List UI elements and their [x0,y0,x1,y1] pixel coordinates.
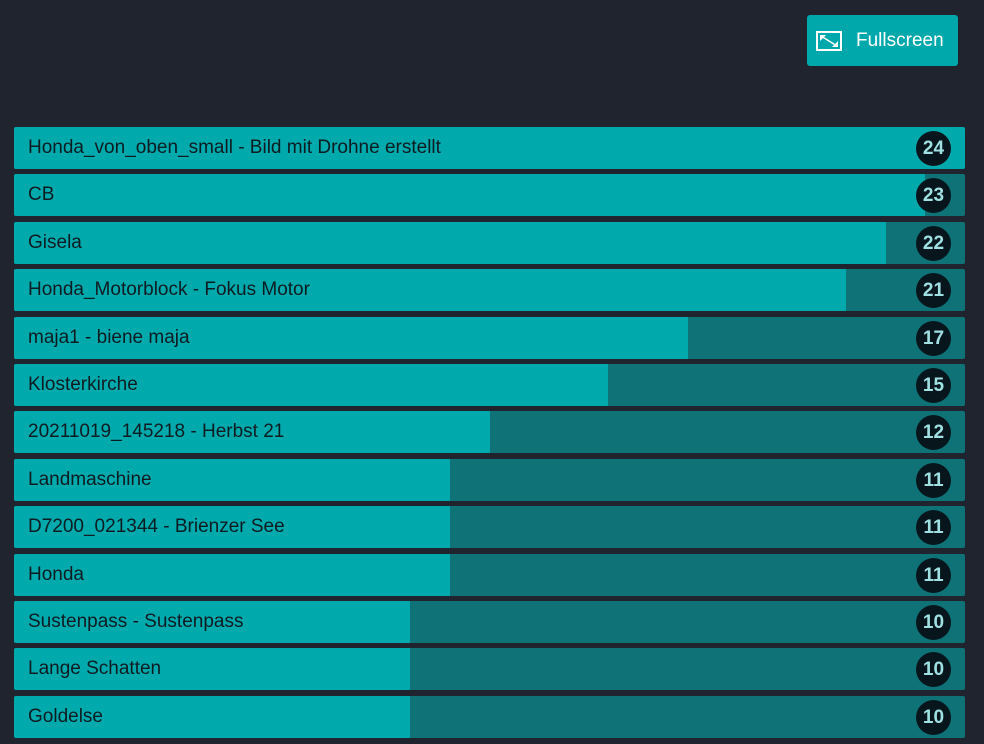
row-label: maja1 - biene maja [28,326,190,348]
value-bar [14,695,411,738]
value-badge: 23 [916,178,951,214]
value-bar [14,411,490,454]
leaderboard-row: Lange Schatten 10 [14,648,965,691]
leaderboard-row: maja1 - biene maja 17 [14,316,965,359]
row-label: Honda_von_oben_small - Bild mit Drohne e… [28,137,441,158]
value-badge: 10 [916,699,951,735]
fullscreen-button[interactable]: Fullscreen [807,15,958,66]
leaderboard-row: Honda_von_oben_small - Bild mit Drohne e… [14,127,965,169]
row-label: Sustenpass - Sustenpass [28,611,244,632]
leaderboard-row: Honda 11 [14,553,965,596]
value-bar [14,174,926,217]
row-label: Gisela [28,231,82,253]
value-badge: 12 [916,415,951,451]
row-label: Lange Schatten [28,658,162,680]
button-label: Fullscreen [856,29,944,51]
value-badge: 17 [916,320,951,356]
row-label: Honda_Motorblock - Fokus Motor [28,279,310,301]
value-bar [14,648,411,691]
value-bar [14,458,450,501]
row-label: CB [28,184,55,206]
value-bar [14,553,450,596]
value-badge: 11 [916,510,951,546]
leaderboard-row: D7200_021344 - Brienzer See 11 [14,506,965,549]
value-bar [14,316,688,359]
row-label: Klosterkirche [28,374,138,395]
value-bar [14,601,411,643]
leaderboard-row: 20211019_145218 - Herbst 21 12 [14,411,965,454]
fullscreen-icon [816,30,842,51]
value-bar [14,506,450,549]
row-label: Landmaschine [28,468,152,490]
value-bar [14,127,965,169]
leaderboard-row: Gisela 22 [14,221,965,264]
leaderboard-row: Goldelse 10 [14,695,965,738]
value-badge: 15 [916,368,951,403]
row-label: Goldelse [28,705,103,727]
row-label: D7200_021344 - Brienzer See [28,516,285,538]
value-badge: 24 [916,131,951,166]
value-bar [14,269,847,312]
value-badge: 21 [916,273,951,309]
value-badge: 11 [916,557,951,593]
value-bar [14,221,886,264]
leaderboard-row: Klosterkirche 15 [14,364,965,406]
value-badge: 10 [916,652,951,688]
row-label: 20211019_145218 - Herbst 21 [28,421,285,443]
value-badge: 22 [916,225,951,261]
row-label: Honda [28,563,84,585]
leaderboard-row: CB 23 [14,174,965,217]
value-badge: 11 [916,462,951,498]
value-bar [14,364,609,406]
leaderboard-row: Sustenpass - Sustenpass 10 [14,601,965,643]
leaderboard-row: Honda_Motorblock - Fokus Motor 21 [14,269,965,312]
value-badge: 10 [916,605,951,640]
leaderboard-row: Landmaschine 11 [14,458,965,501]
